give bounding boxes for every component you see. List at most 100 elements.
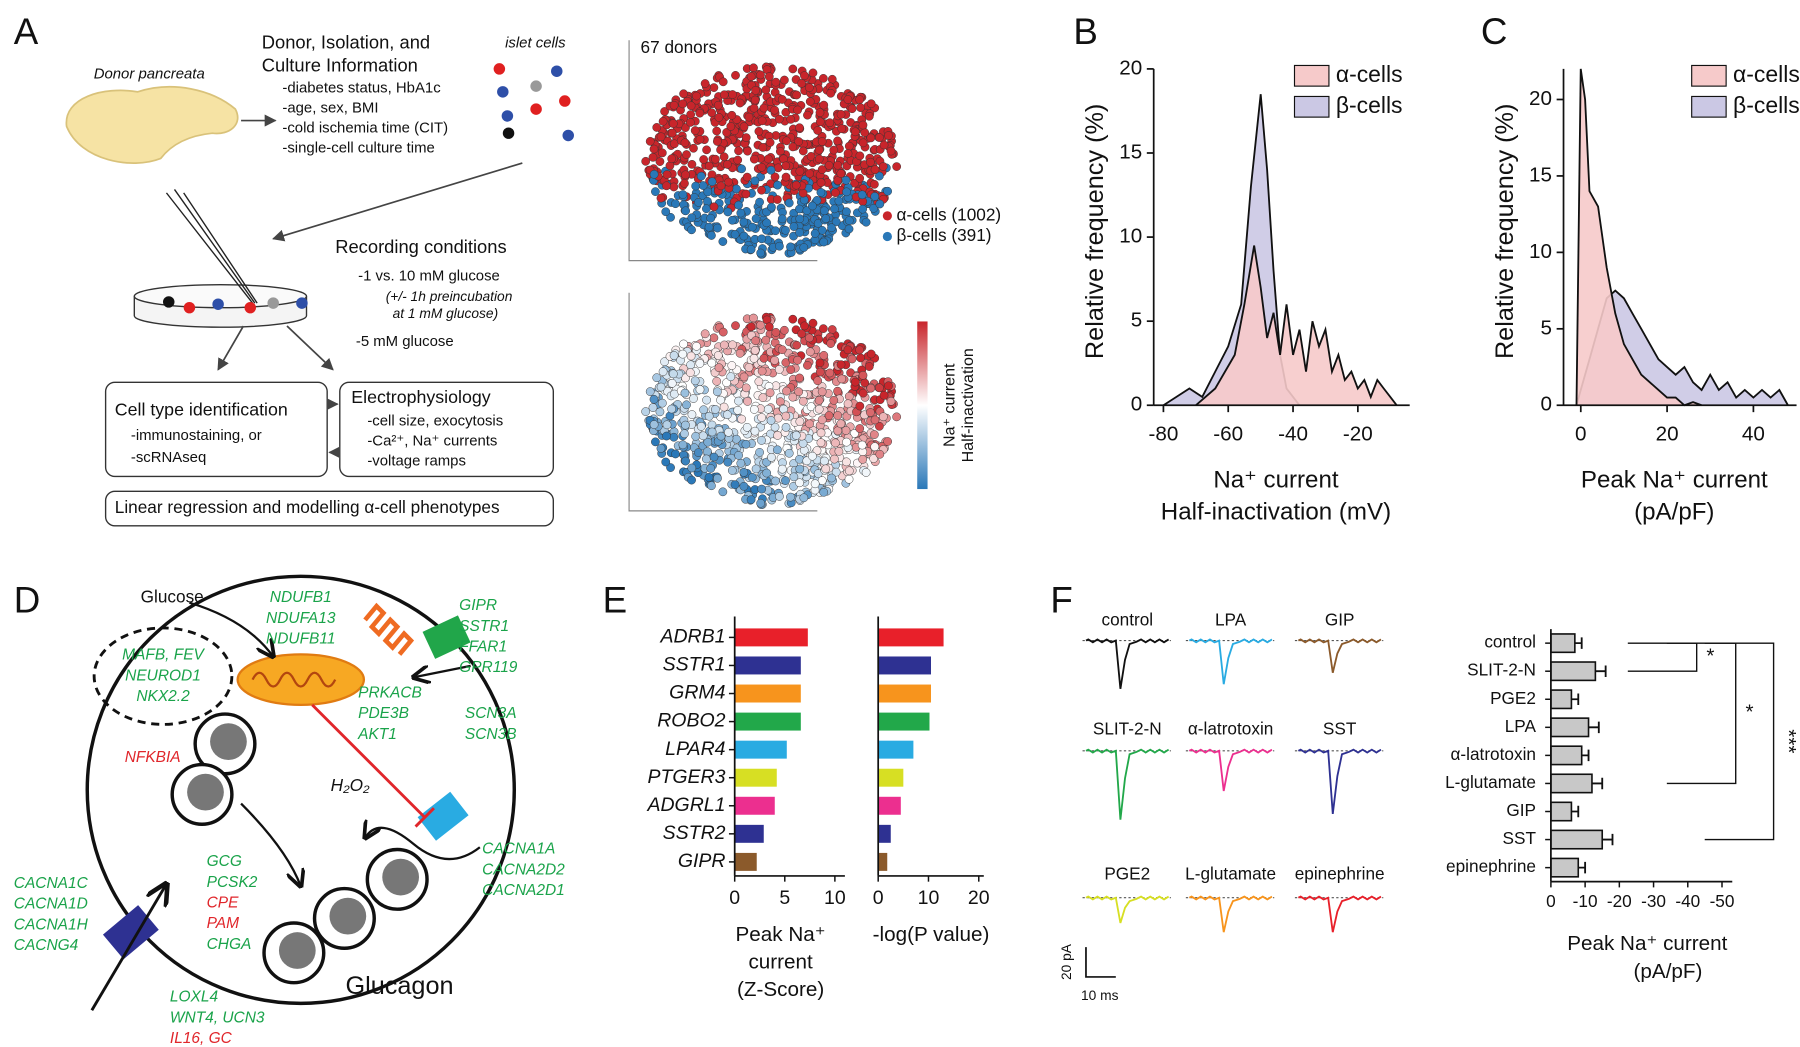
- umap-point: [680, 138, 690, 148]
- umap-point: [805, 169, 814, 178]
- legend-label: β-cells (391): [897, 225, 992, 245]
- umap-point: [860, 128, 870, 137]
- umap-point: [808, 451, 817, 461]
- umap-point: [805, 419, 814, 429]
- umap-point: [686, 110, 696, 119]
- bar: [878, 712, 930, 731]
- umap-point: [736, 208, 746, 218]
- bar: [878, 740, 914, 759]
- gene-label: CACNA2D2: [482, 861, 565, 878]
- umap-point: [829, 145, 839, 155]
- umap-point: [656, 193, 666, 203]
- umap-point: [795, 214, 805, 224]
- gene-label: CACNA1C: [14, 875, 89, 892]
- umap-point: [834, 446, 844, 456]
- significance-bracket: [1666, 642, 1737, 785]
- info-item: -age, sex, BMI: [282, 99, 378, 116]
- gene-label: CACNA1H: [14, 916, 89, 933]
- panel-label: C: [1481, 11, 1508, 52]
- umap-point: [800, 71, 809, 81]
- error-bar: [1574, 637, 1583, 649]
- umap-point: [712, 376, 722, 386]
- umap-point: [784, 448, 794, 458]
- x-axis-label: Na⁺ current: [1213, 466, 1339, 493]
- bar: [734, 768, 777, 787]
- umap-point: [795, 373, 804, 383]
- umap-point: [773, 195, 782, 204]
- umap-point: [819, 324, 828, 333]
- x-tick-label: 5: [779, 887, 790, 909]
- y-tick-label: 20: [1119, 56, 1142, 79]
- bar: [878, 796, 901, 815]
- trace-label: α-latrotoxin: [1188, 719, 1273, 739]
- umap-point: [866, 408, 875, 417]
- umap-point: [866, 383, 876, 393]
- umap-point: [731, 71, 740, 80]
- umap-point: [773, 445, 782, 455]
- connector: [165, 192, 254, 304]
- umap-point: [817, 387, 827, 397]
- umap-point: [843, 399, 853, 409]
- umap-point: [833, 136, 842, 146]
- umap-point: [833, 386, 842, 396]
- error-bar: [1595, 665, 1607, 677]
- colorbar: [917, 321, 928, 490]
- umap-point: [837, 124, 847, 134]
- umap-point: [780, 325, 789, 335]
- umap-point: [739, 481, 749, 491]
- umap-point: [831, 467, 841, 477]
- cristae: [251, 671, 337, 688]
- umap-point: [789, 472, 799, 482]
- umap-point: [746, 72, 756, 81]
- umap-point: [750, 426, 760, 436]
- umap-point: [793, 105, 802, 115]
- islet-cell: [502, 127, 515, 139]
- box-item: -scRNAseq: [131, 449, 206, 466]
- umap-point: [731, 321, 740, 330]
- umap-point: [669, 351, 679, 360]
- umap-point: [786, 492, 795, 502]
- umap-point: [734, 396, 743, 406]
- y-tick-label: 0: [1541, 393, 1553, 416]
- trace-label: L-glutamate: [1185, 863, 1276, 883]
- islet-cell: [493, 63, 506, 75]
- umap-point: [866, 99, 876, 109]
- umap-point: [649, 144, 659, 154]
- umap-point: [814, 154, 824, 164]
- umap-point: [718, 77, 728, 87]
- umap-point: [704, 473, 714, 482]
- category-label: ADGRL1: [646, 794, 725, 816]
- category-label: GIPR: [678, 850, 726, 872]
- umap-point: [746, 322, 756, 332]
- category-label: GRM4: [669, 682, 725, 704]
- umap-point: [878, 412, 888, 422]
- umap-point: [750, 345, 760, 355]
- umap-point: [821, 214, 831, 224]
- arrow: [365, 828, 481, 861]
- umap-point: [826, 339, 836, 348]
- islet-cell: [501, 110, 514, 122]
- legend-swatch: [1691, 64, 1727, 87]
- umap-point: [820, 206, 829, 216]
- umap-point: [757, 162, 767, 172]
- umap-point: [656, 382, 666, 392]
- umap-point: [761, 85, 771, 95]
- x-tick-label: 20: [968, 887, 990, 909]
- umap-point: [847, 354, 857, 364]
- umap-point: [830, 204, 839, 214]
- umap-point: [836, 110, 846, 119]
- umap-point: [795, 204, 804, 214]
- umap-point: [844, 141, 854, 151]
- umap-point: [724, 427, 733, 437]
- trace-label: SST: [1323, 719, 1357, 739]
- series-line: [1195, 245, 1398, 406]
- arrow: [413, 664, 471, 677]
- area-fill: [1576, 68, 1702, 406]
- umap-point: [739, 217, 749, 227]
- umap-point: [730, 480, 740, 490]
- umap-point: [842, 207, 851, 216]
- umap-point: [716, 145, 725, 155]
- umap-point: [860, 378, 870, 388]
- umap-point: [713, 351, 723, 360]
- umap-point: [850, 127, 860, 137]
